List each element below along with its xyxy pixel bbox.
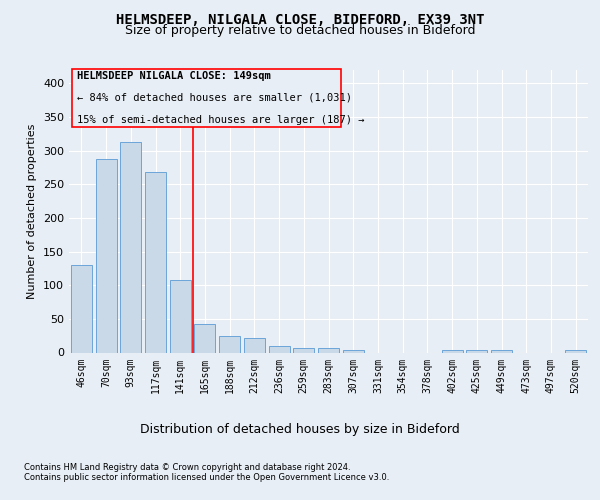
Y-axis label: Number of detached properties: Number of detached properties (28, 124, 37, 299)
Bar (269, 346, 290, 352)
Bar (442, 350, 463, 352)
Text: HELMSDEEP NILGALA CLOSE: 149sqm: HELMSDEEP NILGALA CLOSE: 149sqm (77, 72, 271, 82)
FancyBboxPatch shape (71, 68, 341, 126)
Bar (293, 348, 314, 352)
Bar (318, 348, 339, 352)
Text: ← 84% of detached houses are smaller (1,031): ← 84% of detached houses are smaller (1,… (77, 92, 352, 102)
Bar (565, 350, 586, 352)
Bar (219, 336, 240, 352)
Bar (343, 350, 364, 352)
Text: Size of property relative to detached houses in Bideford: Size of property relative to detached ho… (125, 24, 475, 37)
Text: HELMSDEEP, NILGALA CLOSE, BIDEFORD, EX39 3NT: HELMSDEEP, NILGALA CLOSE, BIDEFORD, EX39… (116, 12, 484, 26)
Bar (491, 350, 512, 352)
Bar (71, 265, 92, 352)
Bar (145, 172, 166, 352)
Text: Contains public sector information licensed under the Open Government Licence v3: Contains public sector information licen… (24, 472, 389, 482)
Bar (120, 142, 141, 352)
Text: Distribution of detached houses by size in Bideford: Distribution of detached houses by size … (140, 422, 460, 436)
Bar (95, 160, 116, 352)
Bar (244, 338, 265, 352)
Text: 15% of semi-detached houses are larger (187) →: 15% of semi-detached houses are larger (… (77, 115, 364, 125)
Bar (194, 324, 215, 352)
Bar (170, 280, 191, 352)
Bar (466, 350, 487, 352)
Text: Contains HM Land Registry data © Crown copyright and database right 2024.: Contains HM Land Registry data © Crown c… (24, 462, 350, 471)
